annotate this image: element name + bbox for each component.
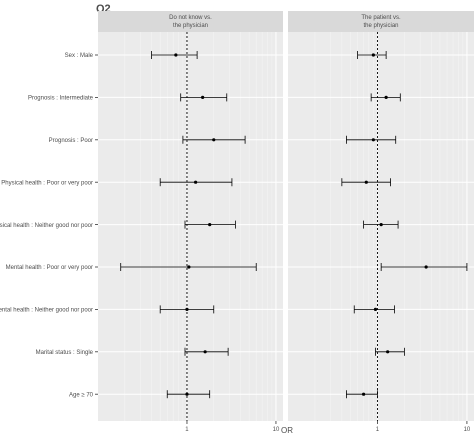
y-tick-label: Mental health : Neither good nor poor <box>0 308 93 314</box>
y-tick-label: Physical health : Poor or very poor <box>1 180 93 186</box>
y-tick-label: Marital status : Single <box>36 350 94 356</box>
error-bar <box>370 93 401 102</box>
error-bar <box>375 347 405 356</box>
point-estimate <box>364 180 368 184</box>
x-tick-label: 1 <box>376 427 380 433</box>
panel-strip <box>288 11 474 32</box>
point-estimate <box>185 392 189 396</box>
y-tick-label: Physical health : Neither good nor poor <box>0 223 93 229</box>
point-estimate <box>185 307 189 311</box>
error-bar <box>184 220 236 229</box>
point-estimate <box>362 392 366 396</box>
panel-2: The patient vs. the physician 1 10 <box>288 11 474 433</box>
x-tick-label: 10 <box>273 427 280 433</box>
error-bar <box>159 305 215 314</box>
point-estimate <box>424 265 428 269</box>
point-estimate <box>371 53 375 57</box>
y-tick-label: Mental health : Poor or very poor <box>6 265 93 271</box>
point-estimate <box>203 350 207 354</box>
error-bar <box>357 51 387 59</box>
point-estimate <box>187 265 191 269</box>
point-estimate <box>194 180 198 184</box>
panel-1: Do not know vs. the physician 1 10 <box>98 11 283 433</box>
error-bar <box>346 390 378 399</box>
point-estimate <box>373 307 378 311</box>
panel-background <box>288 32 474 421</box>
error-bar <box>151 51 198 59</box>
error-bar <box>363 220 399 229</box>
point-estimate <box>379 223 383 227</box>
point-estimate <box>371 138 375 142</box>
point-estimate <box>212 138 216 142</box>
y-axis-labels: Sex : Male Prognosis : Intermediate Progno… <box>0 53 98 398</box>
error-bar <box>166 390 211 399</box>
error-bar <box>159 178 233 187</box>
panel-title-line: the physician <box>173 23 208 29</box>
point-estimate <box>208 223 212 227</box>
error-bar <box>380 263 468 271</box>
point-estimate <box>201 95 205 99</box>
y-tick-label: Prognosis : Intermediate <box>28 96 94 102</box>
error-bar <box>341 178 391 187</box>
error-bar <box>120 263 257 271</box>
point-estimate <box>384 95 388 99</box>
y-tick-label: Prognosis : Poor <box>49 138 93 144</box>
point-estimate <box>174 53 178 57</box>
x-tick-label: 1 <box>185 427 189 433</box>
x-tick-label: 10 <box>464 427 471 433</box>
error-bar <box>180 93 228 102</box>
panel-background <box>98 32 283 421</box>
y-tick-label: Sex : Male <box>65 53 94 59</box>
error-bar <box>353 305 395 314</box>
error-bar <box>346 135 397 144</box>
x-axis-label: OR <box>281 426 293 435</box>
error-bar <box>182 135 246 144</box>
panel-title-line: The patient vs. <box>361 15 401 21</box>
point-estimate <box>386 350 390 354</box>
panel-title-line: Do not know vs. <box>169 15 212 21</box>
error-bar <box>184 347 229 356</box>
panel-strip <box>98 11 283 32</box>
y-tick-label: Age ≥ 70 <box>69 392 94 398</box>
panel-title-line: the physician <box>363 23 398 29</box>
